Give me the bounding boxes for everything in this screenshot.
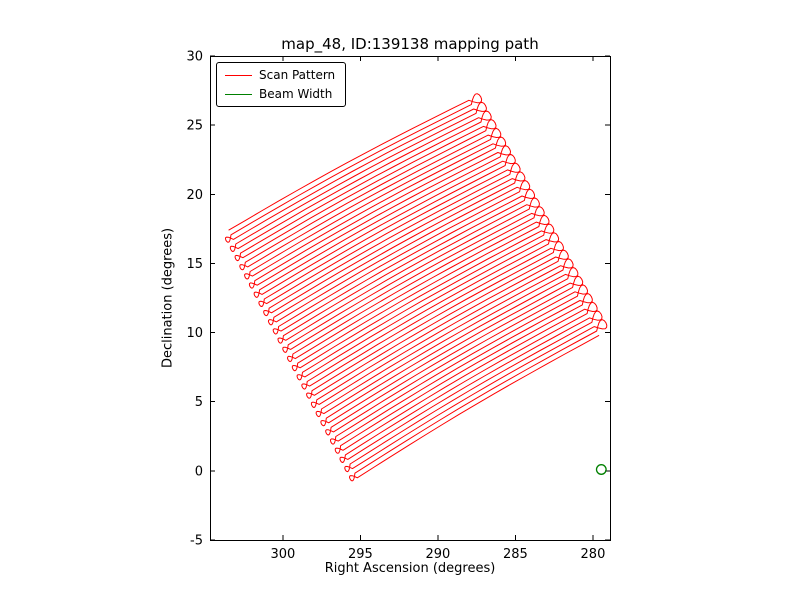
x-tick-label: 300 [270, 547, 295, 562]
y-tick-label: -5 [190, 534, 203, 549]
y-tick-label: 25 [186, 119, 203, 134]
chart-title: map_48, ID:139138 mapping path [281, 35, 539, 53]
y-tick-label: 0 [195, 464, 203, 479]
y-tick-label: 5 [195, 395, 203, 410]
legend: Scan Pattern Beam Width [216, 62, 347, 107]
x-tick-label: 295 [348, 547, 373, 562]
x-tick-label: 285 [503, 547, 528, 562]
plot-frame [210, 56, 611, 541]
y-tick-label: 10 [186, 326, 203, 341]
legend-label: Scan Pattern [259, 68, 336, 82]
green-line-sample-icon [225, 93, 252, 95]
y-tick-label: 15 [186, 257, 203, 272]
x-axis-label: Right Ascension (degrees) [324, 561, 496, 576]
y-tick-label: 20 [186, 188, 203, 203]
x-tick-label: 280 [581, 547, 606, 562]
y-axis-label: Declination (degrees) [160, 227, 176, 369]
beam-width-circle [595, 464, 607, 475]
red-line-sample-icon [225, 74, 252, 76]
legend-label: Beam Width [259, 87, 333, 101]
y-tick-label: 30 [186, 50, 203, 65]
scan-pattern-path [225, 93, 608, 482]
legend-entry-scan-pattern: Scan Pattern [225, 68, 335, 82]
x-tick-label: 290 [425, 547, 450, 562]
legend-entry-beam-width: Beam Width [225, 87, 335, 101]
